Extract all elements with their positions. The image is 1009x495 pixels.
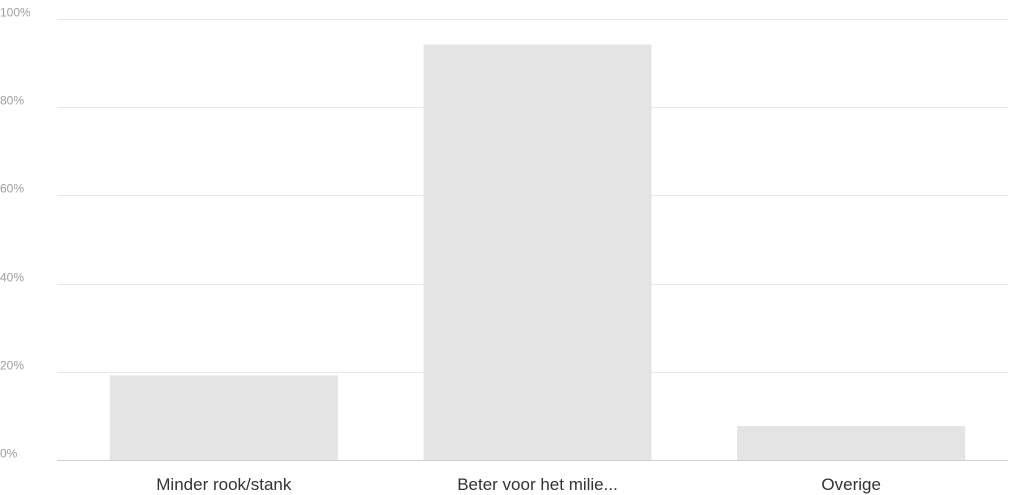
bar-1[interactable] [423, 44, 652, 460]
x-category-label: Beter voor het milie... [457, 475, 618, 494]
bars [109, 44, 966, 460]
bar-2[interactable] [737, 426, 966, 460]
y-tick-label: 0% [0, 447, 18, 461]
y-tick-label: 80% [0, 94, 24, 108]
x-category-label: Minder rook/stank [156, 475, 292, 494]
y-tick-label: 60% [0, 182, 24, 196]
y-tick-label: 100% [0, 6, 31, 20]
y-tick-label: 20% [0, 359, 24, 373]
y-tick-label: 40% [0, 271, 24, 285]
bar-0[interactable] [109, 375, 338, 460]
x-axis-category-labels: Minder rook/stank Beter voor het milie...… [156, 475, 881, 494]
x-category-label: Overige [821, 475, 881, 494]
y-axis-tick-labels: 0% 20% 40% 60% 80% 100% [0, 6, 31, 461]
